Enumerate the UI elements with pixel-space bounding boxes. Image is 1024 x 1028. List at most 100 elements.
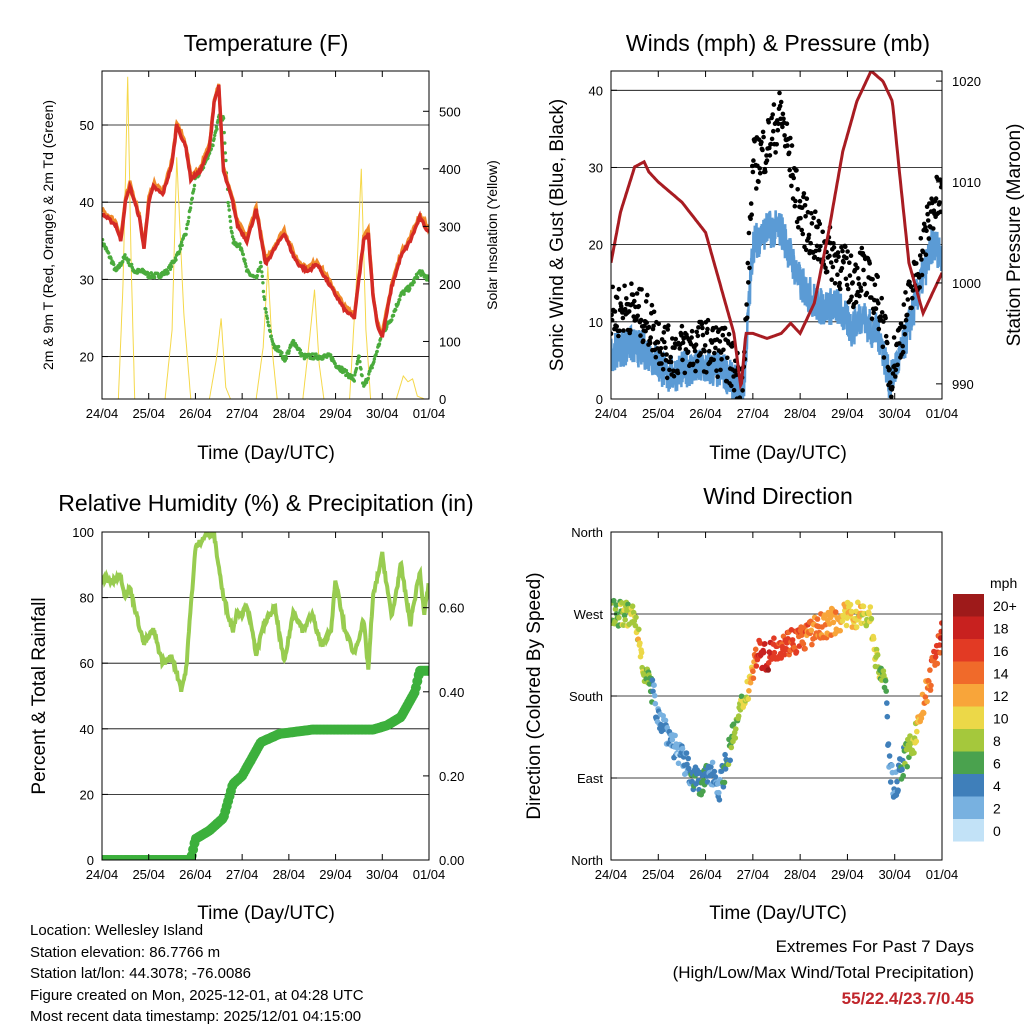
direction-series	[611, 597, 942, 803]
dewpoint-point	[377, 342, 382, 346]
gust-point	[699, 322, 705, 327]
direction-point	[669, 737, 676, 743]
gust-point	[760, 147, 765, 153]
dewpoint-point	[212, 137, 216, 141]
station-elevation: Station elevation: 86.7766 m	[30, 943, 221, 961]
gust-point	[737, 399, 742, 404]
gust-point	[883, 315, 888, 321]
gust-point	[643, 328, 648, 334]
gust-point	[704, 370, 709, 375]
gust-point	[802, 203, 808, 208]
dewpoint-point	[243, 258, 247, 262]
temperature-panel: Temperature (F) 20 30 40 50 0 100 200 300 400 50…	[40, 30, 500, 464]
direction-point	[632, 622, 639, 629]
dewpoint-point	[370, 366, 374, 370]
legend-label: 12	[993, 688, 1009, 704]
station-latlon: Station lat/lon: 44.3078; -76.0086	[30, 965, 252, 982]
y-tick-label: West	[574, 607, 604, 622]
gust-point	[668, 359, 674, 365]
gust-point	[881, 319, 886, 324]
gust-point	[793, 198, 798, 204]
dewpoint-point	[261, 281, 265, 285]
gust-point	[711, 357, 716, 363]
gust-point	[777, 90, 782, 96]
direction-point	[716, 797, 723, 803]
direction-point	[638, 649, 645, 656]
gust-point	[760, 129, 766, 135]
gust-point	[925, 211, 930, 217]
dewpoint-point	[211, 143, 215, 148]
gust-point	[764, 153, 769, 158]
gust-point	[885, 340, 890, 346]
y2-tick-label: 1020	[952, 74, 981, 89]
direction-point	[662, 717, 669, 724]
gust-point	[656, 321, 661, 327]
y-tick-label: East	[577, 771, 603, 786]
dewpoint-point	[121, 260, 125, 264]
gust-point	[924, 228, 929, 233]
dewpoint-point	[229, 226, 233, 230]
gust-point	[848, 253, 854, 258]
dewpoint-point	[215, 127, 219, 131]
gust-point	[908, 284, 914, 290]
gust-point	[872, 282, 878, 288]
dewpoint-point	[375, 349, 379, 354]
direction-point	[709, 759, 716, 766]
dewpoint-point	[189, 201, 193, 205]
direction-point	[735, 713, 742, 719]
legend-swatch	[953, 729, 984, 752]
solar-line	[102, 76, 429, 399]
gust-point	[837, 286, 843, 292]
x-tick-label: 29/04	[831, 406, 864, 421]
direction-point	[848, 608, 855, 615]
x-tick-label: 24/04	[86, 867, 119, 882]
dewpoint-point	[174, 258, 178, 262]
gust-point	[914, 261, 919, 266]
direction-point	[708, 764, 714, 770]
temp-2m-line	[102, 84, 429, 338]
gust-point	[667, 367, 672, 373]
gust-point	[910, 295, 915, 301]
gust-point	[737, 395, 743, 399]
gust-point	[700, 325, 705, 331]
direction-point	[711, 768, 718, 775]
dewpoint-point	[398, 298, 402, 302]
gust-point	[858, 288, 864, 293]
dewpoint-point	[350, 374, 354, 378]
gust-point	[771, 102, 777, 107]
gust-point	[853, 299, 859, 305]
gust-point	[614, 324, 619, 329]
gust-point	[744, 302, 749, 307]
y2-tick-label: 0.20	[439, 769, 464, 784]
dewpoint-point	[228, 214, 232, 219]
direction-point	[914, 728, 920, 735]
gust-point	[780, 124, 785, 130]
x-tick-label: 01/04	[926, 406, 959, 421]
y2-tick-label: 0.40	[439, 685, 464, 700]
x-tick-label: 29/04	[319, 867, 352, 882]
dewpoint-point	[264, 307, 268, 311]
dewpoint-point	[190, 196, 194, 200]
direction-point	[789, 637, 796, 643]
gust-point	[706, 348, 712, 354]
direction-point	[746, 688, 752, 694]
gust-point	[757, 166, 762, 171]
humidity-y-ticks: 0 20 40 60 80 100	[72, 525, 108, 868]
gust-point	[616, 286, 622, 292]
dewpoint-point	[265, 316, 270, 321]
direction-point	[887, 779, 894, 785]
y2-tick-label: 1010	[952, 175, 981, 190]
direction-point	[616, 614, 622, 621]
dewpoint-point	[227, 208, 231, 212]
winds-frame	[610, 70, 943, 400]
x-tick-label: 01/04	[413, 406, 446, 421]
gust-point	[680, 357, 685, 363]
direction-point	[900, 772, 906, 779]
gust-point	[620, 315, 626, 321]
gust-point	[789, 143, 795, 148]
dewpoint-point	[412, 280, 416, 284]
gust-point	[746, 230, 752, 236]
dewpoint-point	[314, 352, 318, 356]
x-tick-label: 30/04	[878, 406, 911, 421]
humidity-y2-ticks: 0.00 0.20 0.40 0.60	[423, 601, 464, 868]
